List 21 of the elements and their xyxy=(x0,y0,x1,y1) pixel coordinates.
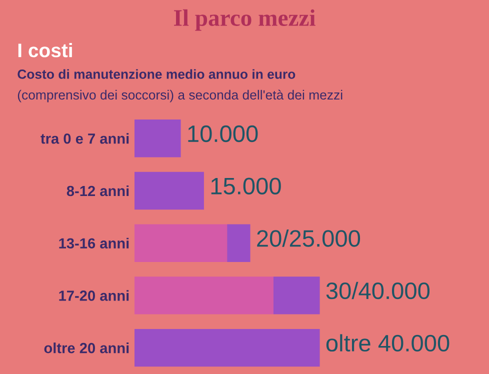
bar xyxy=(134,120,181,158)
bar xyxy=(134,172,204,210)
bar xyxy=(227,224,250,262)
y-tick-label: oltre 20 anni xyxy=(44,342,129,354)
data-label: 20/25.000 xyxy=(257,229,360,247)
chart-title: Il parco mezzi xyxy=(174,9,316,31)
bar xyxy=(134,224,228,262)
bar xyxy=(134,328,320,367)
y-tick-label: 8-12 anni xyxy=(66,185,129,196)
data-label: 10.000 xyxy=(188,125,258,142)
y-tick-label: 13-16 anni xyxy=(59,238,129,249)
y-tick-label: 17-20 anni xyxy=(59,290,129,301)
text: (comprensivo dei soccorsi) a seconda dell'età dei mezzi xyxy=(18,90,342,102)
chart-subtitle: I costi xyxy=(18,43,72,58)
bar xyxy=(134,276,274,314)
y-tick-label: tra 0 e 7 anni xyxy=(40,133,129,144)
text: Costo di manutenzione medio annuo in euro xyxy=(18,69,296,79)
data-label: 15.000 xyxy=(211,178,281,194)
data-label: oltre 40.000 xyxy=(326,334,450,352)
data-label: 30/40.000 xyxy=(326,282,430,300)
bar xyxy=(273,276,320,314)
